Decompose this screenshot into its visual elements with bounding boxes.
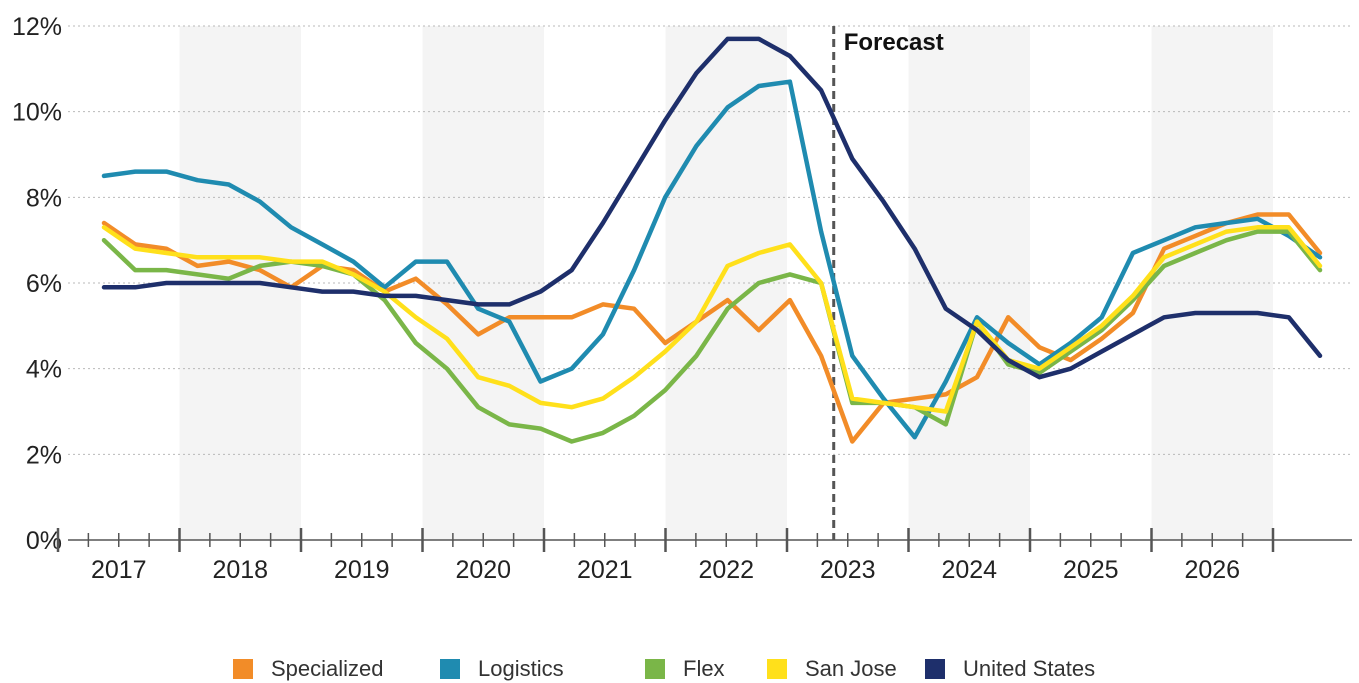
y-tick-label: 10% [12, 99, 62, 127]
y-tick-label: 0% [26, 527, 62, 555]
series-line-specialized [101, 212, 1323, 444]
legend-label: Logistics [478, 656, 564, 681]
x-tick-label: 2020 [455, 556, 511, 584]
series-line-san-jose [101, 225, 1323, 414]
x-tick-label: 2021 [577, 556, 633, 584]
x-tick-label: 2022 [698, 556, 754, 584]
y-axis-tick-labels: 0% 2% 4% 6% 8% 10% 12% [12, 13, 62, 555]
year-band-2026 [1151, 26, 1273, 540]
y-tick-label: 8% [26, 184, 62, 212]
forecast-marker: Forecast [832, 26, 944, 540]
y-tick-label: 2% [26, 441, 62, 469]
series-line-logistics [101, 79, 1323, 440]
legend-label: United States [963, 656, 1096, 681]
x-tick-label: 2017 [91, 556, 147, 584]
y-tick-label: 4% [26, 356, 62, 384]
x-tick-label: 2026 [1184, 556, 1240, 584]
legend-label: Flex [683, 656, 725, 681]
x-tick-label: 2024 [941, 556, 997, 584]
legend-swatch [233, 659, 253, 679]
series-line-united-states [101, 36, 1323, 380]
legend-swatch [440, 659, 460, 679]
x-axis: 2017 2018 2019 2020 2021 2022 2023 2024 2025 2026 [56, 528, 1352, 584]
legend-item: Logistics [440, 656, 564, 682]
forecast-label: Forecast [844, 29, 944, 56]
legend-item: San Jose [767, 656, 897, 682]
legend-item: United States [925, 656, 1095, 682]
x-tick-label: 2023 [820, 556, 876, 584]
series-lines [101, 36, 1323, 444]
legend-label: Specialized [271, 656, 384, 681]
x-tick-label: 2018 [212, 556, 268, 584]
legend-label: San Jose [805, 656, 897, 681]
legend: Specialized Logistics Flex San Jose United S… [0, 650, 1359, 683]
x-tick-label: 2019 [334, 556, 390, 584]
x-tick-label: 2025 [1063, 556, 1119, 584]
legend-swatch [767, 659, 787, 679]
y-tick-label: 12% [12, 13, 62, 41]
gridlines [68, 25, 1352, 455]
line-chart: 0% 2% 4% 6% 8% 10% 12% 2017 2018 2019 2020 2021 202… [12, 13, 1352, 584]
legend-item: Flex [645, 656, 725, 682]
legend-swatch [925, 659, 945, 679]
y-tick-label: 6% [26, 270, 62, 298]
legend-item: Specialized [233, 656, 384, 682]
legend-swatch [645, 659, 665, 679]
